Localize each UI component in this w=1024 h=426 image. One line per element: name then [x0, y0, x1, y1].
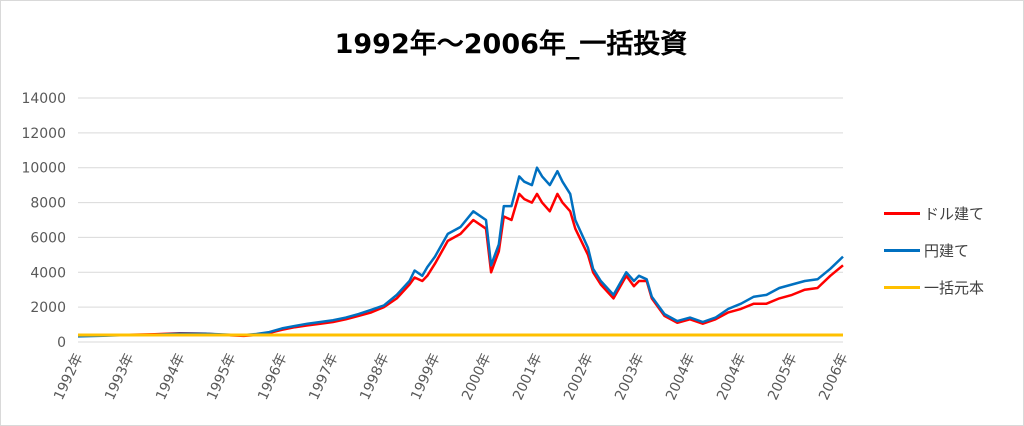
x-tick-label: 2005年	[765, 351, 800, 403]
y-tick-label: 12000	[21, 126, 66, 142]
y-tick-label: 6000	[30, 230, 66, 246]
chart-title: 1992年～2006年_一括投資	[334, 29, 688, 60]
y-tick-label: 4000	[30, 265, 66, 281]
x-tick-label: 1999年	[408, 351, 443, 403]
x-tick-label: 1997年	[306, 351, 341, 403]
legend-label-dollar: ドル建て	[924, 205, 985, 223]
legend-label-principal: 一括元本	[924, 279, 985, 297]
y-tick-label: 10000	[21, 161, 66, 177]
legend-swatch-principal	[884, 286, 920, 289]
x-tick-label: 1996年	[255, 351, 290, 403]
x-tick-label: 2003年	[612, 351, 647, 403]
legend-swatch-yen	[884, 249, 920, 252]
legend-swatch-dollar	[884, 212, 920, 215]
y-tick-label: 14000	[21, 91, 66, 107]
x-tick-label: 2004年	[663, 351, 698, 403]
x-tick-label: 1995年	[204, 351, 239, 403]
x-tick-label: 2004年	[714, 351, 749, 403]
legend-label-yen: 円建て	[924, 242, 970, 260]
x-tick-label: 2006年	[816, 351, 851, 403]
series-line-0	[77, 192, 844, 338]
series-line-1	[77, 166, 844, 338]
x-tick-label: 1998年	[357, 351, 392, 403]
y-tick-label: 8000	[30, 196, 66, 212]
x-tick-label: 1993年	[102, 351, 137, 403]
x-tick-label: 2002年	[561, 351, 596, 403]
y-tick-label: 2000	[30, 300, 66, 316]
x-tick-label: 1992年	[51, 351, 86, 403]
x-tick-label: 1994年	[153, 351, 188, 403]
y-tick-label: 0	[57, 335, 66, 351]
x-tick-label: 2001年	[510, 351, 545, 403]
x-tick-label: 2000年	[459, 351, 494, 403]
